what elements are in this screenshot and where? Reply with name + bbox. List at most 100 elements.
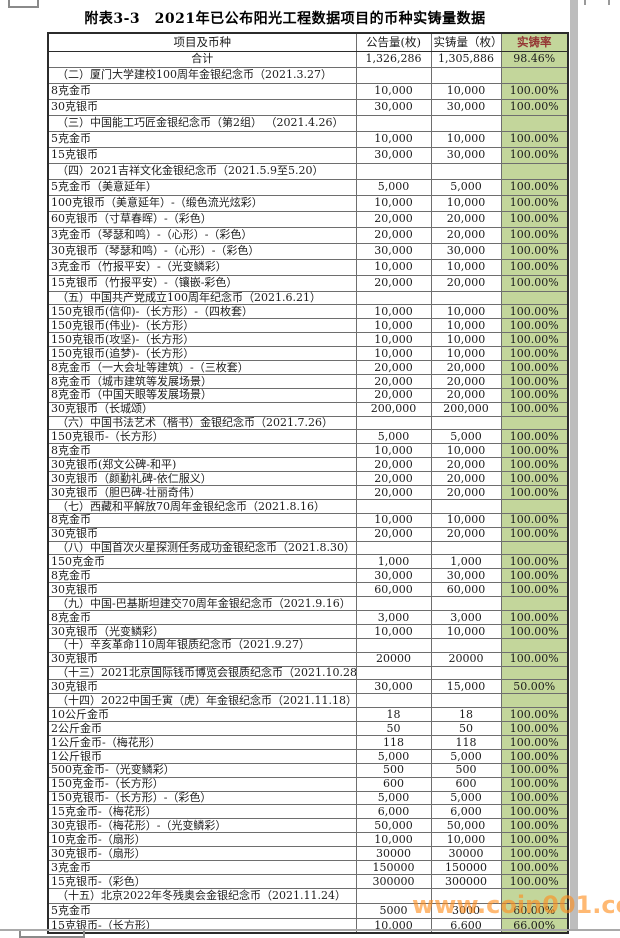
- cell-minted-qty: 20000: [430, 651, 502, 667]
- header-project-coin: 项目及币种: [47, 32, 357, 52]
- cell-announced-qty: 30,000: [355, 146, 432, 164]
- cell-mint-rate: 100.00%: [500, 512, 569, 528]
- table-row: 150克银币-（长方形） 5,000 5,000 100.00%: [47, 429, 569, 445]
- table-row: 30克银币（胆巴碑-壮丽奇伟） 20,000 20,000 100.00%: [47, 484, 569, 500]
- table-row: 30克银币-（梅花形）-（光变鳞彩） 50,000 50,000 100.00%: [47, 818, 569, 834]
- cell-mint-rate: [500, 637, 569, 653]
- cell-minted-qty: [430, 162, 502, 180]
- cell-project-coin: （四）2021吉祥文化金银纪念币（2021.5.9至5.20）: [47, 162, 357, 180]
- cell-project-coin: 150克银币-（长方形）-（彩色）: [47, 790, 357, 806]
- table-row: 15克金币-（梅花形） 6,000 6,000 100.00%: [47, 804, 569, 820]
- cell-minted-qty: 18: [430, 707, 502, 723]
- cell-announced-qty: 10,000: [355, 82, 432, 100]
- cell-announced-qty: 10,000: [355, 304, 432, 320]
- cell-project-coin: 150克金币: [47, 554, 357, 570]
- table-row: 30克银币（光变鳞彩） 10,000 10,000 100.00%: [47, 623, 569, 639]
- cell-minted-qty: 20,000: [430, 387, 502, 403]
- cell-minted-qty: 600: [430, 776, 502, 792]
- cell-announced-qty: [355, 693, 432, 709]
- cell-minted-qty: 3,000: [430, 609, 502, 625]
- cell-mint-rate: [500, 498, 569, 514]
- cell-announced-qty: 10,000: [355, 318, 432, 334]
- cell-announced-qty: 10,000: [355, 443, 432, 459]
- cell-project-coin: 8克金币: [47, 443, 357, 459]
- cell-project-coin: 150克银币(伟业)-（长方形）: [47, 318, 357, 334]
- cell-announced-qty: 50: [355, 721, 432, 736]
- cell-project-coin: 10克金币-（扇形）: [47, 832, 357, 848]
- cell-project-coin: 15克银币（竹报平安）-（镶嵌-彩色）: [47, 274, 357, 292]
- cell-project-coin: 150克银币(追梦)-（长方形）: [47, 346, 357, 361]
- table-row: 1公斤银币 5,000 5,000 100.00%: [47, 748, 569, 764]
- table-row: 8克金币（城市建筑等发展场景） 20,000 20,000 100.00%: [47, 373, 569, 389]
- table-body: 合计 1,326,286 1,305,886 98.46% （二）厦门大学建校100周年…: [47, 50, 569, 934]
- cell-minted-qty: 300000: [430, 873, 502, 889]
- cell-announced-qty: 150000: [355, 860, 432, 875]
- cell-mint-rate: 100.00%: [500, 860, 569, 875]
- cell-mint-rate: 100.00%: [500, 735, 569, 750]
- cell-project-coin: 15克银币: [47, 146, 357, 164]
- mintage-table: 项目及币种 公告量(枚) 实铸量（枚） 实铸率 合计 1,326,286 1,305…: [47, 32, 569, 935]
- cell-announced-qty: 500: [355, 762, 432, 778]
- cell-announced-qty: 30,000: [355, 242, 432, 260]
- table-row: 30克银币（颜勤礼碑-依仁服义） 20,000 20,000 100.00%: [47, 471, 569, 486]
- table-row: 30克银币-（扇形） 30000 30000 100.00%: [47, 846, 569, 862]
- cell-project-coin: 8克金币: [47, 82, 357, 100]
- cell-announced-qty: 200,000: [355, 401, 432, 417]
- table-row: 5克金币 5000 3000 60.00%: [47, 902, 569, 919]
- cell-minted-qty: 15,000: [430, 679, 502, 695]
- page-title: 附表3-3 2021年已公布阳光工程数据项目的币种实铸量数据: [84, 11, 486, 27]
- cell-project-coin: 100克银币（美意延年）-（缎色流光炫彩）: [47, 194, 357, 212]
- cell-mint-rate: 98.46%: [500, 50, 569, 68]
- cell-minted-qty: 5,000: [430, 748, 502, 764]
- cell-project-coin: 8克金币（一大会址等建筑）-（三枚套）: [47, 359, 357, 375]
- cell-mint-rate: [500, 665, 569, 681]
- cell-announced-qty: 20,000: [355, 226, 432, 244]
- cell-mint-rate: 100.00%: [500, 130, 569, 148]
- cell-minted-qty: 10,000: [430, 258, 502, 276]
- cell-project-coin: 500克金币-（光变鳞彩）: [47, 762, 357, 778]
- table-row: 合计 1,326,286 1,305,886 98.46%: [47, 50, 569, 68]
- cell-mint-rate: 100.00%: [500, 776, 569, 792]
- cell-mint-rate: 100.00%: [500, 274, 569, 292]
- page-bottom-rule: [0, 929, 620, 931]
- cell-project-coin: 5克金币（美意延年）: [47, 178, 357, 196]
- cell-announced-qty: 6,000: [355, 804, 432, 820]
- table-row: 8克金币 10,000 10,000 100.00%: [47, 443, 569, 459]
- cell-announced-qty: 30,000: [355, 98, 432, 116]
- cell-project-coin: 8克金币（城市建筑等发展场景）: [47, 373, 357, 389]
- table-row: 3克金币（竹报平安）-（光变鳞彩） 10,000 10,000 100.00%: [47, 258, 569, 276]
- cell-minted-qty: 20,000: [430, 484, 502, 500]
- cell-announced-qty: 20,000: [355, 471, 432, 486]
- cell-project-coin: 30克银币: [47, 526, 357, 542]
- cell-project-coin: 5克金币: [47, 902, 357, 919]
- table-row: 30克银币 30,000 30,000 100.00%: [47, 98, 569, 116]
- cell-project-coin: 150克银币(攻坚)-（长方形）: [47, 332, 357, 348]
- table-row: 5克金币 10,000 10,000 100.00%: [47, 130, 569, 148]
- table-row: 8克金币 10,000 10,000 100.00%: [47, 82, 569, 100]
- cell-mint-rate: 100.00%: [500, 82, 569, 100]
- table-row: 30克银币(郑文公碑-和平) 20,000 20,000 100.00%: [47, 457, 569, 473]
- cell-project-coin: 8克金币: [47, 568, 357, 584]
- table-row: 30克银币 20000 20000 100.00%: [47, 651, 569, 667]
- cell-announced-qty: 5,000: [355, 429, 432, 445]
- cell-mint-rate: 100.00%: [500, 846, 569, 862]
- cell-minted-qty: 20,000: [430, 359, 502, 375]
- section-row: （六）中国书法艺术（楷书）金银纪念币（2021.7.26）: [47, 415, 569, 431]
- cell-minted-qty: 5,000: [430, 178, 502, 196]
- cell-mint-rate: [500, 540, 569, 556]
- cell-announced-qty: 20,000: [355, 210, 432, 228]
- cell-mint-rate: 100.00%: [500, 304, 569, 320]
- cell-announced-qty: 10,000: [355, 332, 432, 348]
- cell-mint-rate: 100.00%: [500, 568, 569, 584]
- cell-mint-rate: 100.00%: [500, 194, 569, 212]
- cell-project-coin: 30克银币-（扇形）: [47, 846, 357, 862]
- cell-mint-rate: 100.00%: [500, 258, 569, 276]
- cell-mint-rate: 100.00%: [500, 471, 569, 486]
- table-row: 8克金币 30,000 30,000 100.00%: [47, 568, 569, 584]
- cell-mint-rate: [500, 415, 569, 431]
- cell-announced-qty: 10,000: [355, 346, 432, 361]
- cell-minted-qty: [430, 637, 502, 653]
- table-row: 500克金币-（光变鳞彩） 500 500 100.00%: [47, 762, 569, 778]
- cell-minted-qty: 6,600: [430, 917, 502, 934]
- section-row: （七）西藏和平解放70周年金银纪念币（2021.8.16）: [47, 498, 569, 514]
